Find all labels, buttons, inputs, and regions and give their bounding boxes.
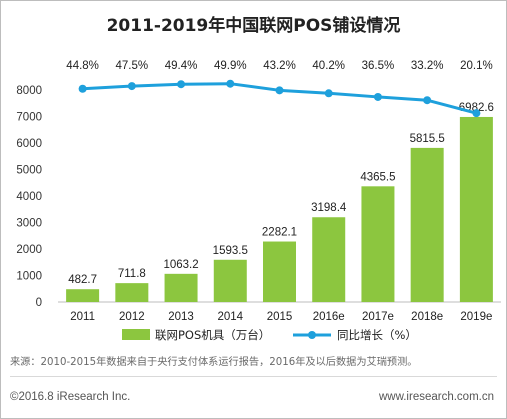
x-tick-label: 2011: [70, 311, 95, 323]
growth-value-label: 33.2%: [411, 60, 444, 72]
y-tick-label: 7000: [16, 112, 42, 124]
bar-value-label: 2282.1: [262, 227, 297, 239]
bar-value-label: 3198.4: [311, 202, 347, 214]
growth-value-label: 20.1%: [460, 60, 493, 72]
legend-swatch-bar: [122, 329, 150, 340]
footer-divider: [10, 376, 497, 377]
legend-marker: [308, 331, 316, 339]
bar: [263, 241, 296, 302]
bar-value-label: 1593.5: [213, 245, 248, 257]
legend-label-line: 同比增长（%）: [337, 328, 417, 342]
growth-point: [373, 92, 382, 101]
growth-value-label: 40.2%: [312, 60, 345, 72]
growth-value-label: 47.5%: [116, 60, 149, 72]
y-tick-label: 8000: [16, 85, 42, 97]
x-tick-label: 2015: [267, 311, 293, 323]
y-tick-label: 0: [36, 297, 42, 309]
bar-value-label: 482.7: [68, 274, 97, 286]
growth-value-label: 49.9%: [214, 60, 247, 72]
legend-label-bar: 联网POS机具（万台）: [155, 328, 270, 342]
bar-value-label: 711.8: [118, 268, 146, 280]
growth-value-label: 43.2%: [263, 60, 296, 72]
source-note: 来源：2010-2015年数据来自于央行支付体系运行报告，2016年及以后数据为…: [10, 357, 418, 368]
chart-canvas: 0 1000 2000 3000 4000 5000 6000 7000 8000 482.7 20…: [16, 60, 501, 342]
website-link[interactable]: www.iresearch.com.cn: [378, 391, 494, 403]
growth-value-label: 49.4%: [165, 60, 198, 72]
y-tick-label: 5000: [16, 165, 42, 177]
x-tick-label: 2017e: [362, 311, 394, 323]
bar-value-label: 4365.5: [360, 171, 395, 183]
growth-point: [324, 89, 333, 98]
bar: [164, 273, 198, 302]
y-tick-label: 1000: [16, 271, 42, 283]
x-tick-label: 2013: [168, 311, 194, 323]
chart-title: 2011-2019年中国联网POS铺设情况: [106, 16, 401, 36]
bar: [66, 289, 100, 302]
bar: [115, 283, 149, 302]
growth-point: [226, 79, 235, 88]
x-tick-label: 2012: [119, 311, 145, 323]
growth-point: [275, 86, 284, 95]
bar: [459, 116, 493, 303]
growth-point: [472, 109, 481, 118]
x-tick-label: 2019e: [460, 311, 492, 323]
x-tick-label: 2016e: [313, 311, 345, 323]
x-tick-label: 2018e: [411, 311, 443, 323]
growth-point: [78, 84, 87, 93]
growth-point: [423, 96, 432, 105]
y-tick-label: 6000: [16, 138, 42, 150]
y-tick-label: 4000: [16, 191, 42, 203]
y-tick-label: 2000: [16, 244, 42, 256]
bar: [312, 217, 346, 302]
copyright-text: ©2016.8 iResearch Inc.: [10, 391, 131, 403]
growth-point: [127, 82, 136, 91]
bar: [213, 259, 247, 302]
bar-value-label: 1063.2: [163, 259, 198, 271]
bar: [410, 147, 444, 302]
bar-value-label: 5815.5: [410, 133, 445, 145]
bar: [361, 186, 395, 302]
y-tick-label: 3000: [16, 218, 42, 230]
growth-value-label: 36.5%: [362, 60, 395, 72]
growth-value-label: 44.8%: [66, 60, 99, 72]
x-tick-label: 2014: [217, 311, 243, 323]
growth-point: [177, 80, 186, 89]
